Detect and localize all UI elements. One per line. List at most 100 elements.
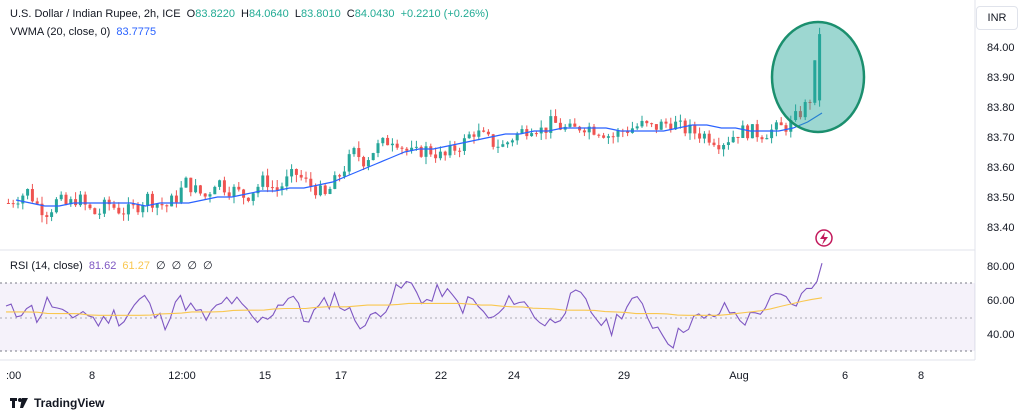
candle-body [688,124,692,134]
candle-body [702,133,706,139]
candle-body [462,138,466,151]
candle-body [371,153,375,161]
candle-body [6,203,10,204]
candle-body [530,133,534,137]
candle-body [227,192,231,197]
candle-body [328,188,332,194]
high-label: H [241,8,249,20]
candle-body [309,178,313,187]
branding[interactable]: TradingView [10,396,104,410]
candle-body [16,203,20,205]
time-tick-label: 8 [918,370,924,382]
candle-body [443,151,447,156]
rsi-series [5,263,823,349]
candle-body [160,204,164,206]
candle-body [405,148,409,151]
candle-body [582,130,586,133]
candle-body [390,143,394,146]
candle-body [232,186,236,197]
candle-body [170,195,174,207]
candle-body [50,212,54,217]
price-tick-label: 83.60 [987,162,1015,174]
candle-body [717,145,721,150]
low-label: L [294,8,301,20]
candle-body [189,177,193,193]
brand-name: TradingView [34,396,105,410]
candle-body [261,175,265,187]
candle-body [410,147,414,151]
candle-body [558,122,562,130]
candle-body [453,145,457,151]
candle-body [659,121,663,130]
currency-button[interactable]: INR [976,6,1018,30]
candle-body [707,133,711,143]
candle-body [678,120,682,122]
candle-body [357,148,361,158]
candle-body [654,124,658,130]
candle-body [333,175,337,189]
candle-body [458,150,462,152]
time-tick-label: 8 [89,370,95,382]
vwma-line [15,112,823,207]
alert-lightning-icon[interactable] [815,229,833,247]
candle-body [664,121,668,124]
rsi-na-4: ∅ [202,260,213,272]
candle-body [40,203,44,216]
candle-body [779,122,783,126]
candle-body [794,111,798,121]
candle-body [760,137,764,140]
rsi-legend: RSI (14, close) 81.62 61.27 ∅ ∅ ∅ ∅ [10,259,216,272]
candle-body [136,204,140,213]
candle-body [746,125,750,139]
candle-body [765,138,769,140]
high-value: 84.0640 [249,8,289,20]
time-tick-label: 24 [508,370,520,382]
candle-body [554,116,558,123]
rsi-na-1: ∅ [156,260,166,272]
candle-body [59,194,63,200]
candlestick-series [6,27,822,225]
candle-body [299,174,303,178]
candle-body [174,195,178,203]
candle-body [784,125,788,132]
candle-body [376,143,380,154]
candle-body [338,175,342,177]
candle-body [141,205,145,213]
candle-body [203,193,207,197]
candle-body [294,169,298,175]
close-value: 84.0430 [354,8,395,20]
candle-body [45,215,49,217]
candle-body [482,130,486,132]
candle-body [30,188,34,202]
candle-body [318,185,322,196]
candle-body [818,34,822,101]
candle-body [429,146,433,155]
candle-body [501,144,505,147]
price-tick-label: 83.40 [987,222,1015,234]
rsi-value: 81.62 [88,260,117,272]
rsi-tick-label: 80.00 [987,261,1015,273]
candle-body [506,142,510,145]
rsi-ma-value: 61.27 [122,260,150,272]
candle-body [150,193,154,208]
tradingview-logo-icon [10,398,28,408]
candle-body [477,130,481,137]
candle-body [597,134,601,136]
candle-body [510,140,514,143]
candle-body [606,136,610,138]
candle-body [314,186,318,196]
price-tick-label: 84.00 [987,42,1015,54]
candle-body [184,177,188,188]
candle-body [386,137,390,146]
time-tick-label: Aug [729,370,749,382]
candle-body [165,205,169,207]
candle-body [78,194,82,206]
candle-body [179,187,183,203]
candle-body [626,131,630,133]
candle-body [424,146,428,157]
candle-body [69,199,73,205]
candle-body [472,134,476,137]
candle-body [803,102,807,118]
candle-body [122,213,126,215]
